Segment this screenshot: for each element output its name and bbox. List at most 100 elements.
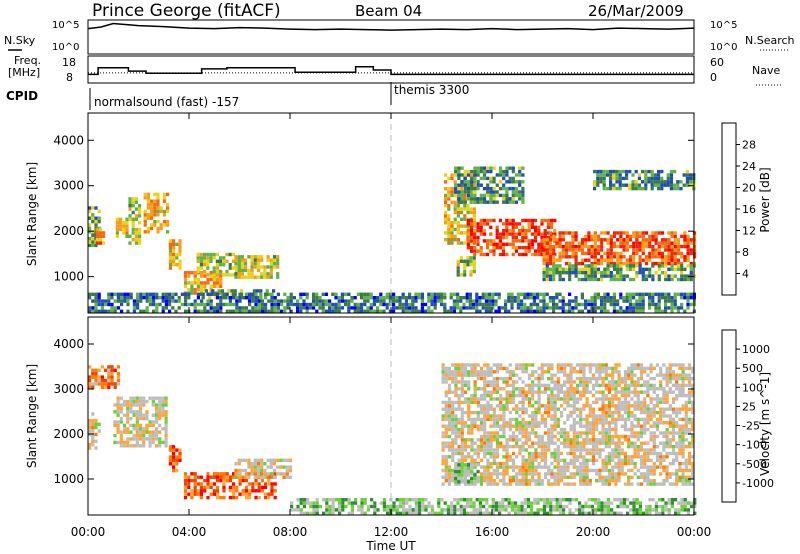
heatmap-cell <box>497 309 501 313</box>
heatmap-cell <box>524 407 528 411</box>
heatmap-cell <box>272 255 277 259</box>
heatmap-cell <box>521 380 525 384</box>
heatmap-cell <box>662 482 666 486</box>
heatmap-cell <box>479 424 484 428</box>
heatmap-cell <box>152 296 156 300</box>
heatmap-cell <box>668 414 672 418</box>
heatmap-cell <box>649 472 653 476</box>
heatmap-cell <box>588 380 592 384</box>
heatmap-cell <box>206 277 210 282</box>
heatmap-cell <box>641 292 645 296</box>
heatmap-cell <box>663 180 667 184</box>
heatmap-cell <box>119 403 123 407</box>
heatmap-cell <box>436 292 440 296</box>
heatmap-cell <box>251 299 255 303</box>
heatmap-cell <box>530 252 534 257</box>
heatmap-cell <box>100 309 104 313</box>
heatmap-cell <box>588 414 592 418</box>
heatmap-cell <box>131 204 135 208</box>
heatmap-cell <box>536 306 540 310</box>
heatmap-cell <box>668 475 672 479</box>
heatmap-cell <box>499 397 503 401</box>
heatmap-cell <box>553 380 557 384</box>
heatmap-cell <box>687 468 692 473</box>
heatmap-cell <box>444 217 448 221</box>
heatmap-cell <box>521 387 525 391</box>
heatmap-cell <box>125 234 129 238</box>
heatmap-cell <box>168 458 172 462</box>
heatmap-cell <box>617 407 621 411</box>
heatmap-cell <box>135 403 139 407</box>
heatmap-cell <box>145 413 149 417</box>
heatmap-cell <box>219 263 223 267</box>
heatmap-cell <box>469 210 473 215</box>
heatmap-cell <box>104 382 108 386</box>
heatmap-cell <box>577 244 581 249</box>
heatmap-cell <box>520 309 524 313</box>
heatmap-cell <box>630 431 634 435</box>
heatmap-cell <box>593 169 597 174</box>
heatmap-cell <box>272 468 277 473</box>
heatmap-cell <box>593 299 597 303</box>
heatmap-cell <box>467 414 471 418</box>
heatmap-cell <box>116 306 120 310</box>
heatmap-cell <box>582 455 586 459</box>
heatmap-cell <box>168 259 172 263</box>
heatmap-cell <box>553 441 557 445</box>
heatmap-cell <box>668 366 672 371</box>
heatmap-cell <box>678 363 682 367</box>
heatmap-cell <box>614 451 618 456</box>
heatmap-cell <box>604 417 608 422</box>
heatmap-cell <box>444 221 448 225</box>
heatmap-cell <box>476 376 480 381</box>
heatmap-cell <box>660 238 665 242</box>
heatmap-cell <box>556 444 560 449</box>
heatmap-cell <box>555 264 559 268</box>
heatmap-cell <box>164 444 168 448</box>
heatmap-cell <box>650 173 654 177</box>
heatmap-cell <box>110 378 114 383</box>
heatmap-cell <box>531 373 535 377</box>
heatmap-cell <box>505 444 509 449</box>
heatmap-cell <box>263 475 267 479</box>
heatmap-cell <box>648 302 652 307</box>
heatmap-cell <box>479 229 483 233</box>
heatmap-cell <box>569 427 573 432</box>
heatmap-cell <box>88 292 92 296</box>
heatmap-cell <box>433 296 437 300</box>
heatmap-cell <box>498 186 503 191</box>
heatmap-cell <box>190 489 194 493</box>
heatmap-cell <box>675 468 679 473</box>
heatmap-cell <box>625 176 629 181</box>
heatmap-cell <box>247 268 251 273</box>
heatmap-cell <box>530 222 534 226</box>
heatmap-cell <box>620 414 624 418</box>
heatmap-cell <box>636 390 640 394</box>
heatmap-cell <box>473 387 477 391</box>
heatmap-cell <box>148 430 152 434</box>
heatmap-cell <box>495 366 500 371</box>
heatmap-cell <box>628 234 633 239</box>
heatmap-cell <box>411 296 415 300</box>
heatmap-cell <box>582 376 586 381</box>
heatmap-cell <box>623 404 628 408</box>
heatmap-cell <box>552 261 556 266</box>
heatmap-cell <box>486 383 490 388</box>
heatmap-cell <box>556 390 560 394</box>
heatmap-cell <box>595 370 599 374</box>
heatmap-cell <box>476 197 480 201</box>
heatmap-cell <box>687 475 692 479</box>
heatmap-cell <box>633 363 637 367</box>
heatmap-cell <box>598 438 602 442</box>
heatmap-cell <box>623 400 628 405</box>
heatmap-cell <box>606 248 610 252</box>
heatmap-cell <box>582 390 586 394</box>
heatmap-cell <box>272 265 277 269</box>
heatmap-cell <box>502 376 506 381</box>
heatmap-cell <box>126 430 130 434</box>
heatmap-cell <box>122 430 127 434</box>
heatmap-cell <box>222 256 226 260</box>
heatmap-cell <box>520 306 524 310</box>
heatmap-cell <box>601 431 605 435</box>
heatmap-cell <box>473 482 477 486</box>
